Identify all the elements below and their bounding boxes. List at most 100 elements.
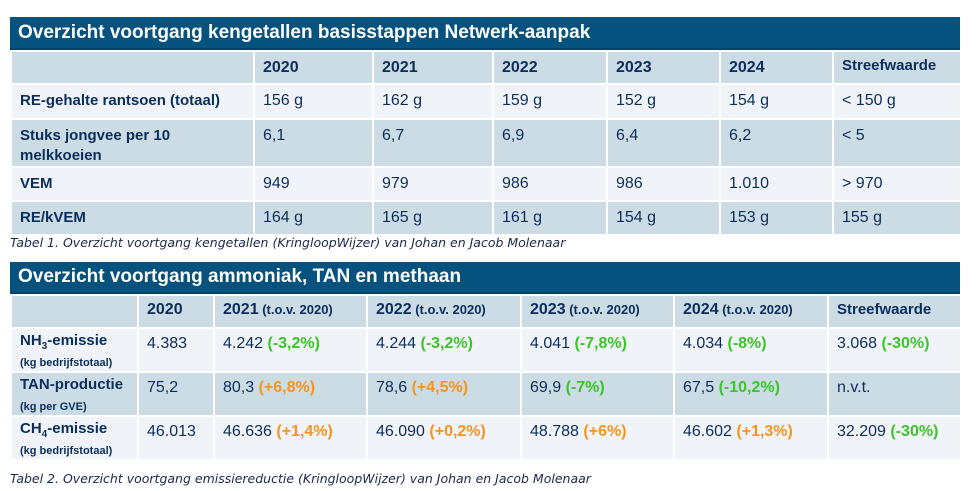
table-cell: 154 g bbox=[606, 200, 721, 236]
table-row: RE-gehalte rantsoen (totaal) 156 g 162 g… bbox=[10, 83, 962, 120]
table-cell: 986 bbox=[606, 166, 721, 202]
table-cell: 46.090 (+0,2%) bbox=[366, 415, 522, 461]
cell-value: 4.244 bbox=[376, 335, 421, 352]
table-cell: > 970 bbox=[832, 166, 962, 202]
table-row: VEM 949 979 986 986 1.010 > 970 bbox=[10, 166, 962, 202]
table-cell: 979 bbox=[372, 166, 494, 202]
table-cell: < 150 g bbox=[832, 83, 962, 120]
change-badge: (-7,8%) bbox=[574, 335, 627, 352]
table-cell: n.v.t. bbox=[827, 371, 962, 417]
table-cell: 69,9 (-7%) bbox=[520, 371, 675, 417]
row-label: RE/kVEM bbox=[10, 200, 255, 236]
table-cell: 46.013 bbox=[137, 415, 215, 461]
change-badge: (-3,2%) bbox=[267, 335, 320, 352]
change-badge: (+6,8%) bbox=[258, 379, 316, 396]
table-cell: 156 g bbox=[253, 83, 374, 120]
column-header: 2022 bbox=[492, 50, 608, 85]
table-cell: 161 g bbox=[492, 200, 608, 236]
cell-value: 4.041 bbox=[530, 335, 575, 352]
cell-value: 46.013 bbox=[147, 423, 196, 440]
column-header: Streefwaarde bbox=[827, 294, 962, 329]
table-header-row: 2020 2021 2022 2023 2024 Streefwaarde bbox=[10, 50, 962, 85]
column-header: 2022 (t.o.v. 2020) bbox=[366, 294, 522, 329]
table-cell: 32.209 (-30%) bbox=[827, 415, 962, 461]
cell-value: 46.602 bbox=[683, 423, 737, 440]
table-cell: 949 bbox=[253, 166, 374, 202]
cell-value: 3.068 bbox=[837, 335, 882, 352]
table-cell: 159 g bbox=[492, 83, 608, 120]
column-header: 2024 bbox=[719, 50, 834, 85]
table-cell: 155 g bbox=[832, 200, 962, 236]
row-label: NH3-emissie (kg bedrijfstotaal) bbox=[10, 327, 139, 373]
table-cell: 78,6 (+4,5%) bbox=[366, 371, 522, 417]
table-cell: 164 g bbox=[253, 200, 374, 236]
table-cell: 75,2 bbox=[137, 371, 215, 417]
table-cell: 6,7 bbox=[372, 118, 494, 168]
table-cell: 986 bbox=[492, 166, 608, 202]
cell-value: 69,9 bbox=[530, 379, 566, 396]
cell-value: 4.383 bbox=[147, 335, 188, 352]
table-cell: 154 g bbox=[719, 83, 834, 120]
table-cell: 3.068 (-30%) bbox=[827, 327, 962, 373]
cell-value: 4.242 bbox=[223, 335, 268, 352]
column-header bbox=[10, 294, 139, 329]
table-cell: 4.242 (-3,2%) bbox=[213, 327, 368, 373]
cell-value: n.v.t. bbox=[837, 379, 871, 396]
column-header: 2020 bbox=[253, 50, 374, 85]
table-cell: 152 g bbox=[606, 83, 721, 120]
table-row: Stuks jongvee per 10 melkkoeien 6,1 6,7 … bbox=[10, 118, 962, 168]
table-cell: 80,3 (+6,8%) bbox=[213, 371, 368, 417]
cell-value: 80,3 bbox=[223, 379, 259, 396]
change-badge: (-7%) bbox=[565, 379, 605, 396]
change-badge: (-30%) bbox=[881, 335, 930, 352]
change-badge: (+1,4%) bbox=[276, 423, 333, 440]
table-cell: < 5 bbox=[832, 118, 962, 168]
row-label: CH4-emissie (kg bedrijfstotaal) bbox=[10, 415, 139, 461]
table-cell: 6,9 bbox=[492, 118, 608, 168]
column-header: 2021 bbox=[372, 50, 494, 85]
column-header: 2020 bbox=[137, 294, 215, 329]
table-cell: 165 g bbox=[372, 200, 494, 236]
table-cell: 46.636 (+1,4%) bbox=[213, 415, 368, 461]
cell-value: 67,5 bbox=[683, 379, 719, 396]
table-cell: 6,1 bbox=[253, 118, 374, 168]
change-badge: (-30%) bbox=[890, 423, 939, 440]
table-cell: 4.383 bbox=[137, 327, 215, 373]
table-cell: 162 g bbox=[372, 83, 494, 120]
table-kengetallen: Overzicht voortgang kengetallen basissta… bbox=[10, 17, 962, 236]
table-cell: 6,4 bbox=[606, 118, 721, 168]
table-row: CH4-emissie (kg bedrijfstotaal) 46.013 4… bbox=[10, 415, 962, 461]
kengetallen-table: 2020 2021 2022 2023 2024 Streefwaarde RE… bbox=[10, 50, 962, 236]
row-label: RE-gehalte rantsoen (totaal) bbox=[10, 83, 255, 120]
cell-value: 78,6 bbox=[376, 379, 412, 396]
column-header: 2024 (t.o.v. 2020) bbox=[673, 294, 829, 329]
change-badge: (-8%) bbox=[727, 335, 767, 352]
table-cell: 4.244 (-3,2%) bbox=[366, 327, 522, 373]
table-cell: 1.010 bbox=[719, 166, 834, 202]
table-cell: 48.788 (+6%) bbox=[520, 415, 675, 461]
table-emissies: Overzicht voortgang ammoniak, TAN en met… bbox=[10, 262, 962, 461]
table-header-row: 2020 2021 (t.o.v. 2020) 2022 (t.o.v. 202… bbox=[10, 294, 962, 329]
cell-value: 46.090 bbox=[376, 423, 430, 440]
column-header: 2023 bbox=[606, 50, 721, 85]
table-row: NH3-emissie (kg bedrijfstotaal) 4.383 4.… bbox=[10, 327, 962, 373]
change-badge: (+6%) bbox=[583, 423, 627, 440]
table-cell: 67,5 (-10,2%) bbox=[673, 371, 829, 417]
row-label: TAN-productie (kg per GVE) bbox=[10, 371, 139, 417]
emissies-table: 2020 2021 (t.o.v. 2020) 2022 (t.o.v. 202… bbox=[10, 294, 962, 461]
row-label: Stuks jongvee per 10 melkkoeien bbox=[10, 118, 255, 168]
column-header: 2023 (t.o.v. 2020) bbox=[520, 294, 675, 329]
row-label: VEM bbox=[10, 166, 255, 202]
cell-value: 46.636 bbox=[223, 423, 277, 440]
change-badge: (+1,3%) bbox=[736, 423, 793, 440]
table-cell: 153 g bbox=[719, 200, 834, 236]
table-cell: 4.041 (-7,8%) bbox=[520, 327, 675, 373]
change-badge: (+0,2%) bbox=[429, 423, 486, 440]
table-title: Overzicht voortgang ammoniak, TAN en met… bbox=[10, 262, 960, 294]
change-badge: (-10,2%) bbox=[718, 379, 780, 396]
table-cell: 4.034 (-8%) bbox=[673, 327, 829, 373]
column-header bbox=[10, 50, 255, 85]
cell-value: 32.209 bbox=[837, 423, 891, 440]
change-badge: (+4,5%) bbox=[411, 379, 469, 396]
table-cell: 46.602 (+1,3%) bbox=[673, 415, 829, 461]
